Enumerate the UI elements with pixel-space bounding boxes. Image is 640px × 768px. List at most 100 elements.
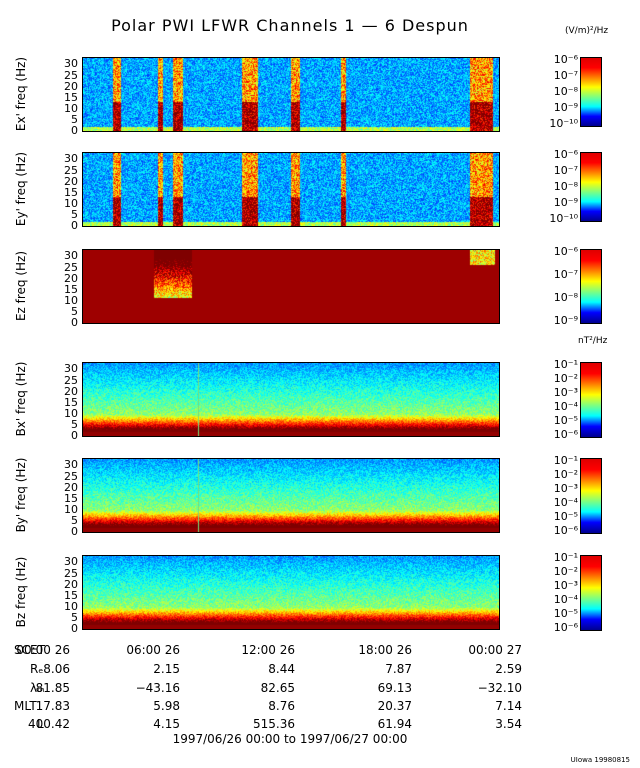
colorbar-tick-label: 10⁻⁶ — [553, 621, 578, 634]
row-label-scet: SCET — [14, 643, 45, 657]
y-tick-label: 10 — [64, 406, 78, 420]
y-tick-label: 30 — [64, 458, 78, 472]
y-tick-label: 0 — [71, 124, 78, 137]
y-tick-label: 5 — [71, 610, 78, 624]
colorbar-tick-label: 10⁻¹ — [553, 551, 578, 564]
y-tick-label: 0 — [71, 316, 78, 329]
y-tick-label: 5 — [71, 417, 78, 431]
colorbar-by — [580, 458, 602, 534]
chart-title: Polar PWI LFWR Channels 1 — 6 Despun — [111, 16, 469, 35]
y-tick-label: 5 — [71, 513, 78, 527]
y-tick-label: 25 — [64, 163, 78, 177]
row-label-re: Rₑ — [30, 662, 44, 676]
y-axis-label-by: By' freq (Hz) — [14, 457, 28, 532]
spectrogram-image-ez — [83, 250, 499, 323]
ephemeris-r-e-cell: 8.06 — [43, 662, 70, 676]
ephemeris-lambda-m-cell: −43.16 — [135, 681, 180, 695]
y-tick-label: 20 — [64, 384, 78, 398]
spectrogram-image-bz — [83, 556, 499, 629]
colorbar-tick-label: 10⁻³ — [553, 386, 578, 399]
colorbar-tick-label: 10⁻² — [553, 372, 578, 385]
y-tick-label: 20 — [64, 174, 78, 188]
ephemeris-mlt-cell: 7.14 — [495, 699, 522, 713]
y-axis-label-ex: Ex' freq (Hz) — [14, 56, 28, 131]
spectrogram-bx — [82, 362, 500, 437]
ephemeris-times-cell: 06:00 26 — [126, 643, 180, 657]
colorbar-tick-label: 10⁻⁷ — [553, 69, 578, 82]
ephemeris-lambda-m-cell: −32.10 — [477, 681, 522, 695]
y-tick-label: 0 — [71, 622, 78, 635]
y-tick-label: 30 — [64, 249, 78, 263]
ephemeris-l-cell: 3.54 — [495, 717, 522, 731]
y-tick-label: 10 — [64, 293, 78, 307]
y-tick-label: 0 — [71, 525, 78, 538]
spectrogram-ez — [82, 249, 500, 324]
ephemeris-r-e-cell: 2.15 — [153, 662, 180, 676]
ephemeris-l-cell: 515.36 — [253, 717, 295, 731]
ephemeris-times-cell: 12:00 26 — [241, 643, 295, 657]
y-tick-label: 10 — [64, 599, 78, 613]
y-tick-label: 15 — [64, 395, 78, 409]
y-axis-label-ey: Ey' freq (Hz) — [14, 151, 28, 226]
colorbar-tick-label: 10⁻⁵ — [553, 607, 578, 620]
y-tick-label: 0 — [71, 429, 78, 442]
y-axis-label-bx: Bx' freq (Hz) — [14, 361, 28, 436]
colorbar-tick-label: 10⁻² — [553, 565, 578, 578]
y-tick-label: 0 — [71, 219, 78, 232]
colorbar-ey — [580, 152, 602, 222]
colorbar-tick-label: 10⁻¹ — [553, 358, 578, 371]
spectrogram-ex — [82, 57, 500, 132]
colorbar-tick-label: 10⁻⁴ — [553, 400, 578, 413]
ephemeris-r-e-cell: 2.59 — [495, 662, 522, 676]
magnetic-units-label: nT²/Hz — [578, 336, 608, 346]
spectrogram-image-ey — [83, 153, 499, 226]
colorbar-tick-label: 10⁻⁶ — [553, 524, 578, 537]
y-axis-label-bz: Bz freq (Hz) — [14, 556, 28, 627]
colorbar-tick-label: 10⁻⁷ — [553, 164, 578, 177]
spectrogram-image-bx — [83, 363, 499, 436]
date-range: 1997/06/26 00:00 to 1997/06/27 00:00 — [172, 732, 408, 746]
ephemeris-r-e-cell: 7.87 — [385, 662, 412, 676]
y-tick-label: 15 — [64, 90, 78, 104]
ephemeris-mlt-cell: 17.83 — [35, 699, 70, 713]
y-tick-label: 15 — [64, 282, 78, 296]
ephemeris-lambda-m-cell: 82.65 — [260, 681, 295, 695]
spectrogram-bz — [82, 555, 500, 630]
spectrogram-image-ex — [83, 58, 499, 131]
row-label-lambda: λₘ — [30, 681, 45, 695]
y-tick-label: 25 — [64, 373, 78, 387]
ephemeris-l-cell: 400.42 — [28, 717, 70, 731]
y-tick-label: 15 — [64, 491, 78, 505]
colorbar-tick-label: 10⁻⁹ — [553, 101, 578, 114]
y-tick-label: 15 — [64, 588, 78, 602]
y-tick-label: 10 — [64, 101, 78, 115]
ephemeris-lambda-m-cell: 69.13 — [377, 681, 412, 695]
credit-label: UIowa 19980815 — [570, 756, 630, 764]
colorbar-tick-label: 10⁻⁶ — [553, 53, 578, 66]
ephemeris-mlt-cell: 8.76 — [268, 699, 295, 713]
y-tick-label: 30 — [64, 362, 78, 376]
y-tick-label: 10 — [64, 502, 78, 516]
ephemeris-lambda-m-cell: 81.85 — [35, 681, 70, 695]
y-axis-label-ez: Ez freq (Hz) — [14, 250, 28, 321]
y-tick-label: 30 — [64, 555, 78, 569]
colorbar-tick-label: 10⁻⁸ — [553, 85, 578, 98]
y-tick-label: 20 — [64, 577, 78, 591]
spectrogram-ey — [82, 152, 500, 227]
colorbar-tick-label: 10⁻⁴ — [553, 496, 578, 509]
colorbar-tick-label: 10⁻³ — [553, 482, 578, 495]
colorbar-tick-label: 10⁻⁶ — [553, 428, 578, 441]
y-tick-label: 20 — [64, 79, 78, 93]
ephemeris-times-cell: 00:00 26 — [16, 643, 70, 657]
ephemeris-r-e-cell: 8.44 — [268, 662, 295, 676]
colorbar-tick-label: 10⁻² — [553, 468, 578, 481]
y-tick-label: 25 — [64, 566, 78, 580]
colorbar-ez — [580, 249, 602, 324]
colorbar-tick-label: 10⁻⁸ — [553, 291, 578, 304]
colorbar-tick-label: 10⁻⁹ — [553, 196, 578, 209]
y-tick-label: 5 — [71, 112, 78, 126]
y-tick-label: 20 — [64, 480, 78, 494]
colorbar-tick-label: 10⁻⁹ — [553, 314, 578, 327]
y-tick-label: 30 — [64, 57, 78, 71]
spectrogram-by — [82, 458, 500, 533]
